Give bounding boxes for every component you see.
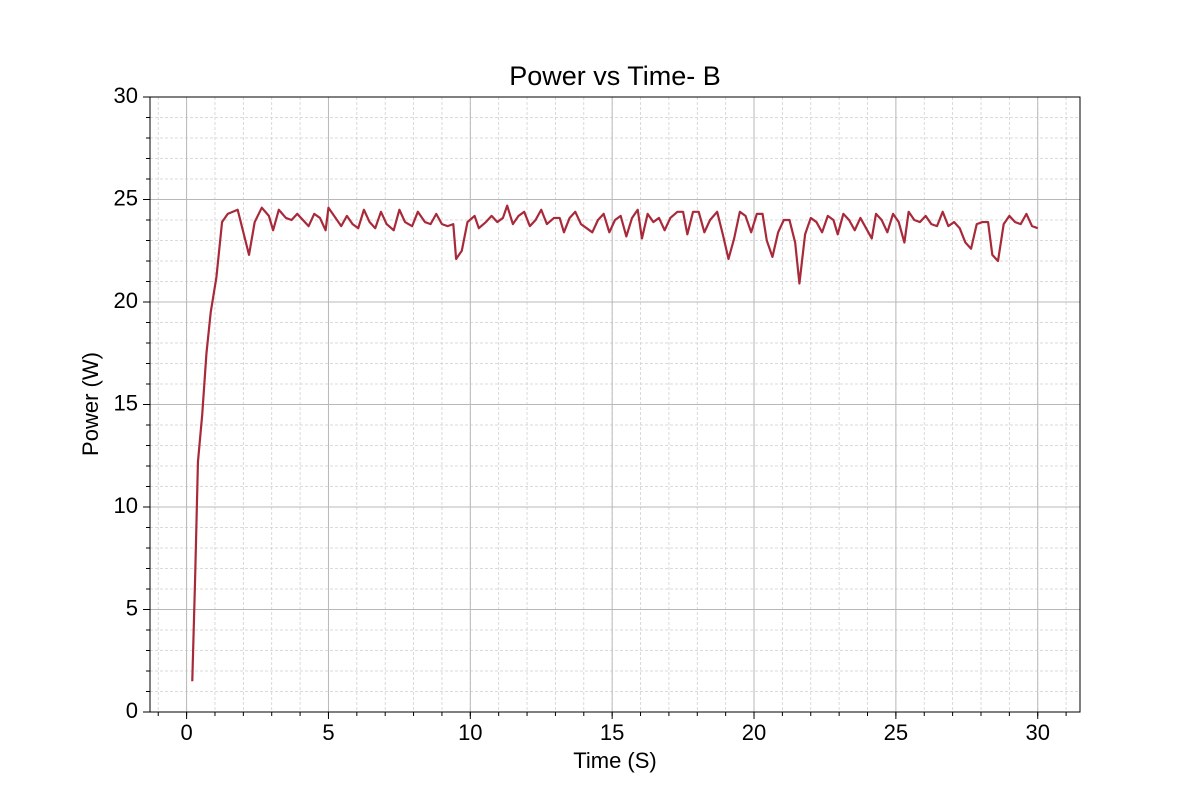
- x-tick-label: 25: [884, 720, 908, 745]
- y-tick-label: 10: [114, 493, 138, 518]
- x-tick-label: 20: [742, 720, 766, 745]
- y-tick-label: 0: [126, 698, 138, 723]
- y-axis-label: Power (W): [78, 352, 103, 456]
- x-tick-label: 30: [1025, 720, 1049, 745]
- x-tick-label: 15: [600, 720, 624, 745]
- x-tick-label: 0: [180, 720, 192, 745]
- x-axis-label: Time (S): [573, 748, 657, 773]
- y-tick-label: 5: [126, 595, 138, 620]
- x-tick-label: 10: [458, 720, 482, 745]
- chart-title: Power vs Time- B: [509, 61, 721, 91]
- y-tick-label: 15: [114, 390, 138, 415]
- y-tick-label: 25: [114, 185, 138, 210]
- y-tick-label: 20: [114, 288, 138, 313]
- plot-frame: [149, 96, 1081, 713]
- data-line: [191, 204, 1039, 682]
- y-tick-label: 30: [114, 83, 138, 108]
- x-tick-label: 5: [322, 720, 334, 745]
